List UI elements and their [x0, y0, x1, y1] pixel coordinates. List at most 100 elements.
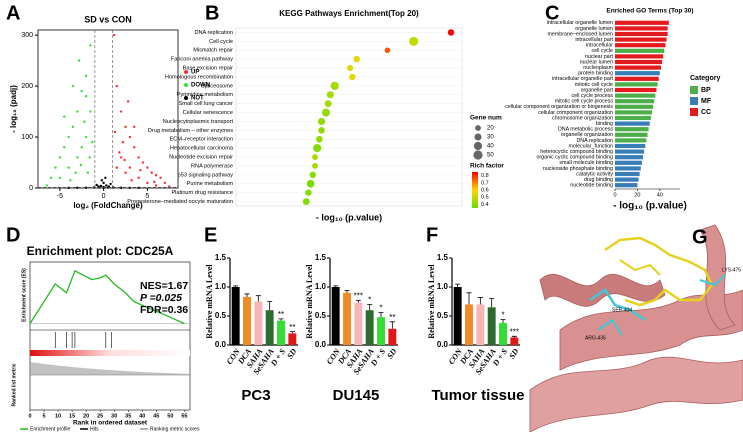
bar	[615, 76, 659, 81]
bar	[615, 177, 639, 182]
category-label: mitotic cell cycle process	[555, 99, 614, 105]
panel-label: A	[6, 2, 20, 24]
y-tick-label: 0.0	[315, 340, 327, 349]
category-label: RNA polymerase	[191, 163, 233, 169]
point	[115, 84, 118, 88]
bar	[277, 320, 285, 345]
error-bar	[333, 285, 339, 287]
legend-label: Hits	[90, 426, 99, 432]
residue-label: LYS-475	[722, 267, 741, 273]
bar	[615, 48, 665, 53]
residue-label: ARG-436	[585, 335, 606, 341]
point	[124, 125, 127, 129]
dot	[326, 91, 334, 99]
point	[71, 125, 75, 129]
point	[76, 186, 79, 189]
color-tick-label: 0.8	[481, 173, 489, 179]
bar	[615, 65, 661, 70]
caption: Tumor tissue	[431, 387, 524, 404]
bar	[615, 171, 640, 177]
error-bar	[500, 319, 506, 323]
bar	[476, 304, 485, 345]
residue-sticks	[699, 274, 726, 287]
point	[54, 166, 57, 169]
point	[105, 184, 108, 187]
point	[91, 140, 94, 144]
error-bar	[233, 285, 239, 287]
error-bar	[367, 304, 373, 311]
dot	[312, 154, 318, 160]
bar	[615, 37, 667, 42]
bar	[615, 20, 669, 25]
x-tick-label: 25	[97, 413, 103, 419]
size-swatch	[475, 125, 481, 131]
category-label: intracellular	[586, 43, 613, 49]
x-tick-label: 15	[69, 413, 75, 419]
point	[89, 44, 92, 47]
point	[86, 171, 90, 174]
category-label: heterocyclic compound binding	[540, 149, 613, 155]
bar	[499, 322, 507, 345]
point	[79, 163, 83, 167]
error-bar	[344, 290, 350, 293]
x-axis-label: log₂ (FoldChange)	[73, 201, 143, 210]
dot	[324, 100, 332, 108]
point	[146, 181, 149, 185]
x-tick-label: SD	[507, 347, 520, 361]
significance: *	[368, 296, 371, 305]
category-label: Platinum drug resistance	[171, 190, 233, 196]
bar	[615, 87, 657, 93]
rank-bar	[30, 350, 190, 356]
stat-label: P =0.025	[140, 292, 182, 304]
y-tick-label: 0	[29, 185, 33, 192]
bar	[487, 307, 496, 345]
size-swatch	[473, 150, 483, 160]
plot-frame	[29, 261, 191, 411]
point	[71, 84, 75, 88]
bar	[615, 138, 647, 143]
residue-label: SER-434	[612, 307, 633, 313]
point	[112, 33, 116, 37]
significance: ***	[510, 327, 519, 336]
y-tick-label: 200	[21, 83, 33, 90]
category-label: intracellular part	[575, 37, 613, 43]
size-label: 20	[487, 126, 494, 132]
stat-label: FDR=0.36	[140, 304, 188, 316]
bar	[365, 310, 374, 345]
dot	[409, 36, 419, 46]
color-tick-label: 0.5	[481, 195, 489, 201]
chart-title: KEGG Pathways Enrichment(Top 20)	[279, 9, 419, 18]
category-label: intracellular organelle part	[552, 76, 613, 82]
x-tick-label: 55	[181, 413, 187, 419]
error-bar	[244, 293, 250, 297]
point	[119, 110, 123, 113]
bar	[615, 166, 641, 171]
bar	[615, 121, 650, 126]
y-tick-label: 0.0	[437, 340, 449, 349]
y-tick-label: 0.5	[315, 311, 327, 320]
point	[113, 130, 117, 134]
significance: **	[289, 323, 295, 332]
rank-metric	[30, 345, 190, 375]
y-axis-label: Relative mRNA Level	[205, 264, 214, 339]
size-label: 40	[487, 144, 494, 150]
point	[109, 182, 112, 186]
size-legend-title: Gene num	[470, 115, 502, 122]
bar	[615, 143, 646, 149]
x-tick-label: 5	[43, 413, 46, 419]
point	[123, 158, 126, 162]
panel-label: E	[204, 224, 217, 246]
ribbon	[699, 224, 736, 331]
legend-label: Ranking metric scores	[150, 426, 200, 432]
y-axis-label: Relative mRNA Level	[427, 264, 436, 339]
dot	[312, 163, 318, 169]
x-tick-label: SD	[385, 347, 398, 361]
y-tick-label: 1.0	[215, 282, 227, 291]
error-bar	[378, 312, 384, 318]
size-swatch	[474, 133, 482, 141]
category-label: Drug metabolism – other enzymes	[148, 128, 233, 134]
error-bar	[477, 297, 483, 305]
significance: *	[379, 304, 382, 313]
y-tick-label: 1.5	[315, 253, 327, 262]
category-label: Fanconi anemia pathway	[171, 57, 233, 63]
